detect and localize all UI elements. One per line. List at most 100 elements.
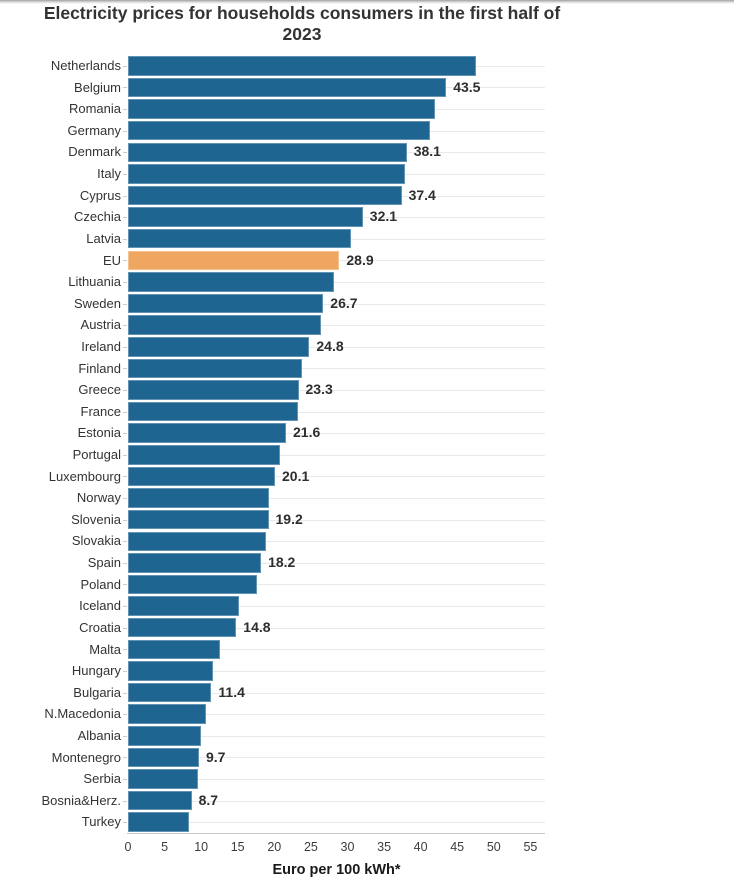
- value-label-cyprus: 37.4: [408, 186, 436, 203]
- bar-albania[interactable]: [128, 726, 202, 746]
- bar-portugal[interactable]: [128, 445, 281, 465]
- bar-serbia[interactable]: [128, 769, 198, 789]
- x-tick-label-30: 30: [340, 840, 355, 854]
- category-label-poland: Poland: [80, 576, 121, 592]
- bar-slovenia[interactable]: [128, 509, 269, 530]
- gridline: [128, 735, 545, 737]
- category-label-lithuania: Lithuania: [68, 274, 121, 290]
- bar-ireland[interactable]: [128, 337, 310, 357]
- value-label-denmark: 38.1: [413, 143, 441, 160]
- category-label-eu: EU: [102, 252, 121, 268]
- bar-slovakia[interactable]: [128, 531, 267, 551]
- category-label-albania: Albania: [77, 727, 121, 743]
- x-tick-label-10: 10: [194, 840, 209, 854]
- bar-sweden[interactable]: [128, 293, 324, 314]
- bar-eu[interactable]: [128, 250, 340, 270]
- y-axis-tick: [123, 584, 127, 586]
- bar-iceland[interactable]: [128, 596, 240, 616]
- gridline: [128, 454, 545, 456]
- category-label-france: France: [80, 403, 121, 419]
- value-label-greece: 23.3: [305, 381, 333, 398]
- y-axis-tick: [123, 87, 127, 89]
- bar-spain[interactable]: [128, 553, 262, 573]
- y-axis-tick: [123, 498, 127, 499]
- y-axis-tick: [123, 217, 127, 219]
- y-axis-tick: [123, 195, 127, 197]
- bar-poland[interactable]: [128, 574, 257, 595]
- bar-italy[interactable]: [128, 164, 405, 184]
- value-label-czechia: 32.1: [369, 208, 398, 225]
- y-axis-tick: [123, 173, 127, 175]
- bar-turkey[interactable]: [128, 812, 189, 832]
- y-axis-tick: [123, 260, 127, 262]
- x-tick-label-25: 25: [303, 840, 318, 854]
- y-axis-tick: [123, 281, 127, 283]
- category-label-slovakia: Slovakia: [71, 533, 121, 549]
- gridline: [128, 778, 545, 780]
- category-label-turkey: Turkey: [81, 814, 121, 830]
- x-tick-label-55: 55: [523, 840, 538, 854]
- category-label-denmark: Denmark: [68, 144, 121, 160]
- bar-finland[interactable]: [128, 358, 303, 379]
- y-axis-tick: [123, 606, 127, 608]
- bar-belgium[interactable]: [128, 77, 447, 98]
- bar-bulgaria[interactable]: [128, 682, 212, 703]
- y-axis-tick: [123, 346, 127, 348]
- gridline: [128, 281, 545, 283]
- bar-austria[interactable]: [128, 315, 322, 335]
- x-tick-label-0: 0: [124, 840, 132, 854]
- category-label-luxembourg: Luxembourg: [48, 468, 121, 484]
- bar-romania[interactable]: [128, 99, 436, 119]
- bar-lithuania[interactable]: [128, 272, 335, 292]
- bar-germany[interactable]: [128, 120, 431, 141]
- category-label-iceland: Iceland: [79, 598, 121, 614]
- gridline: [128, 800, 545, 802]
- value-label-bosnia-herz: 8.7: [198, 791, 219, 808]
- y-axis-tick: [123, 714, 127, 716]
- gridline: [128, 692, 545, 694]
- bar-croatia[interactable]: [128, 617, 237, 638]
- value-label-luxembourg: 20.1: [282, 467, 310, 484]
- category-label-latvia: Latvia: [86, 230, 121, 246]
- bar-greece[interactable]: [128, 380, 299, 400]
- y-axis-tick: [123, 735, 127, 737]
- category-label-slovenia: Slovenia: [71, 511, 121, 527]
- category-label-ireland: Ireland: [81, 338, 121, 354]
- bar-luxembourg[interactable]: [128, 466, 275, 487]
- plot-area: Euro per 100 kWh* Netherlands Belgium 43.5…: [42, 55, 545, 878]
- bar-estonia[interactable]: [128, 423, 286, 443]
- bar-n-macedonia[interactable]: [128, 704, 206, 724]
- y-axis-tick: [123, 433, 127, 435]
- x-tick-label-40: 40: [413, 840, 428, 854]
- bar-netherlands[interactable]: [128, 56, 476, 76]
- gridline: [128, 562, 545, 564]
- gridline: [128, 390, 545, 391]
- bar-denmark[interactable]: [128, 142, 407, 162]
- bar-malta[interactable]: [128, 639, 221, 659]
- category-label-portugal: Portugal: [72, 447, 121, 462]
- bar-norway[interactable]: [128, 488, 270, 508]
- bar-latvia[interactable]: [128, 228, 352, 249]
- y-axis-tick: [123, 325, 127, 327]
- category-label-finland: Finland: [78, 360, 121, 376]
- x-axis-line: [127, 833, 545, 834]
- bar-hungary[interactable]: [128, 661, 213, 681]
- x-axis-title: Euro per 100 kWh*: [272, 862, 401, 878]
- bar-cyprus[interactable]: [128, 185, 402, 206]
- y-axis-tick: [123, 303, 127, 305]
- category-label-montenegro: Montenegro: [51, 749, 121, 765]
- category-label-sweden: Sweden: [74, 295, 121, 311]
- bar-czechia[interactable]: [128, 207, 363, 227]
- y-axis-tick: [123, 692, 127, 694]
- gridline: [128, 411, 545, 413]
- bar-bosnia-herz[interactable]: [128, 790, 192, 811]
- category-label-germany: Germany: [67, 122, 121, 138]
- value-label-belgium: 43.5: [453, 78, 481, 95]
- x-tick-label-50: 50: [486, 840, 501, 854]
- y-axis-tick: [123, 757, 127, 759]
- category-label-cyprus: Cyprus: [79, 187, 121, 203]
- gridline: [128, 627, 545, 629]
- bar-france[interactable]: [128, 401, 298, 422]
- category-label-romania: Romania: [68, 101, 121, 117]
- bar-montenegro[interactable]: [128, 747, 199, 768]
